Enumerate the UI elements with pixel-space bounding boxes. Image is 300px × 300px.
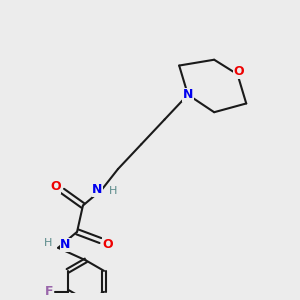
- Text: O: O: [50, 180, 61, 193]
- Text: N: N: [183, 88, 193, 101]
- Text: N: N: [60, 238, 70, 251]
- Text: F: F: [44, 285, 53, 298]
- Text: H: H: [44, 238, 52, 248]
- Text: N: N: [92, 183, 103, 196]
- Text: O: O: [234, 65, 244, 78]
- Text: O: O: [102, 238, 113, 250]
- Text: H: H: [110, 186, 118, 196]
